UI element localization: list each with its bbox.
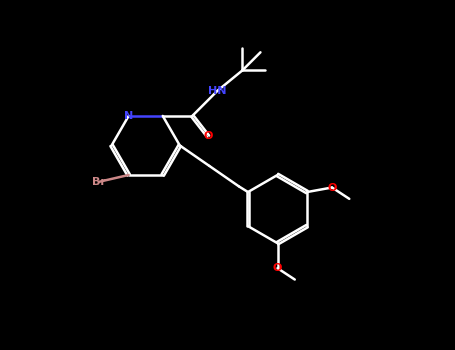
Text: N: N	[124, 111, 133, 121]
Text: HN: HN	[208, 86, 227, 96]
Text: Br: Br	[92, 177, 106, 187]
Text: O: O	[273, 263, 282, 273]
Text: O: O	[203, 131, 213, 141]
Text: O: O	[327, 182, 337, 192]
